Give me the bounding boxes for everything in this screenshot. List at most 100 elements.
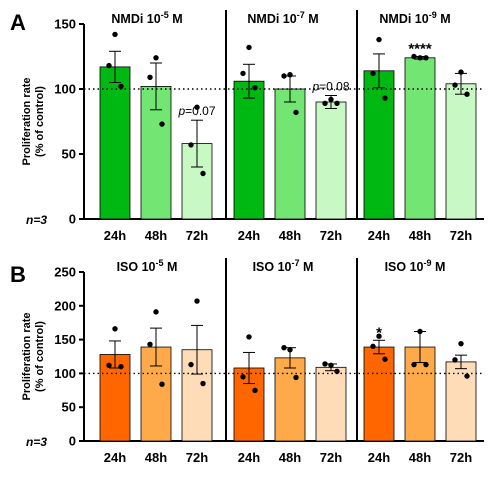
data-point <box>159 381 165 387</box>
p-symbol: p <box>177 104 185 118</box>
bar <box>99 66 131 220</box>
group-title-exponent: -5 <box>161 10 169 20</box>
group-title-exponent: -5 <box>156 258 164 268</box>
data-point <box>423 361 429 368</box>
group-title: NMDi 10-7 M <box>247 10 318 26</box>
data-point <box>452 82 458 88</box>
group-1 <box>99 298 213 442</box>
data-point <box>411 361 417 368</box>
x-tick-label: 72h <box>320 450 342 465</box>
x-tick-label: 72h <box>450 228 472 243</box>
data-point <box>328 96 334 103</box>
group-title-unit: M <box>305 12 319 26</box>
x-tick-label: 24h <box>238 228 260 243</box>
data-point <box>334 368 340 375</box>
panel-letter: B <box>10 262 26 287</box>
group-title-unit: M <box>300 260 314 274</box>
p-value: =0.08 <box>319 80 350 94</box>
x-tick-label: 48h <box>145 450 167 465</box>
data-point <box>118 363 124 370</box>
x-tick-label: 48h <box>279 450 301 465</box>
group-3: * <box>363 324 477 442</box>
group-title-unit: M <box>164 260 178 274</box>
group-title-exponent: -9 <box>429 10 437 20</box>
x-tick-label: 24h <box>238 450 260 465</box>
y-axis-label-line: Proliferation rate <box>21 77 33 165</box>
bar <box>99 354 131 442</box>
bar <box>363 346 395 442</box>
data-point <box>423 55 429 61</box>
x-tick-label: 24h <box>104 450 126 465</box>
x-tick-label: 72h <box>186 228 208 243</box>
y-tick-label: 50 <box>62 147 76 162</box>
group-title-exponent: -9 <box>424 258 432 268</box>
panel-letter: A <box>10 10 26 35</box>
group-title-base: ISO 10 <box>253 260 292 274</box>
y-tick-label: 0 <box>69 434 76 449</box>
group-title-unit: M <box>437 12 451 26</box>
bar <box>445 361 477 442</box>
y-tick-label: 100 <box>54 82 76 97</box>
bar <box>315 101 347 220</box>
p-symbol: p <box>311 80 319 94</box>
data-point <box>106 362 112 368</box>
bar <box>315 366 347 442</box>
data-point <box>322 361 328 367</box>
data-point <box>153 309 159 315</box>
y-tick-label: 100 <box>54 366 76 381</box>
data-point <box>200 380 206 387</box>
group-title-unit: M <box>432 260 446 274</box>
data-point <box>293 109 299 116</box>
group-title-unit: M <box>169 12 183 26</box>
bar <box>233 80 265 220</box>
bar <box>274 88 306 220</box>
group-title-exponent: -7 <box>297 10 305 20</box>
significance-stars: **** <box>408 41 432 58</box>
group-title: NMDi 10-5 M <box>111 10 182 26</box>
data-point <box>287 72 293 78</box>
data-point <box>147 74 153 81</box>
data-point <box>188 142 194 148</box>
data-point <box>328 362 334 368</box>
data-point <box>106 62 112 69</box>
data-point <box>112 326 118 332</box>
data-point <box>382 356 388 362</box>
data-point <box>464 91 470 97</box>
x-tick-label: 48h <box>409 450 431 465</box>
y-tick-label: 150 <box>54 17 76 32</box>
group-title-exponent: -7 <box>292 258 300 268</box>
group-title-base: ISO 10 <box>117 260 156 274</box>
x-tick-label: 48h <box>409 228 431 243</box>
data-point <box>153 55 159 61</box>
data-point <box>452 357 458 363</box>
panel-a: A Proliferation rate(% of control) 0 50 100 1… <box>10 10 484 243</box>
data-point <box>370 70 376 77</box>
bar <box>445 83 477 220</box>
y-tick-label: 250 <box>54 265 76 280</box>
data-point <box>417 328 423 335</box>
data-point <box>246 44 252 51</box>
p-value-annotation: p=0.08 <box>311 80 349 94</box>
group-title-base: NMDi 10 <box>247 12 296 26</box>
data-point <box>252 387 258 393</box>
y-axis-label-line: Proliferation rate <box>21 312 33 400</box>
group-1: p=0.07 <box>99 31 216 220</box>
panel-b: B Proliferation rate(% of control) 0 50 100 1… <box>10 258 484 465</box>
x-tick-label: 24h <box>368 450 390 465</box>
data-point <box>281 73 287 79</box>
group-title-base: NMDi 10 <box>379 12 428 26</box>
bar <box>274 357 306 442</box>
data-point <box>287 347 293 353</box>
n-label: n=3 <box>26 213 47 227</box>
group-2: p=0.08 <box>233 44 350 220</box>
data-point <box>200 170 206 177</box>
bar <box>363 70 395 220</box>
data-point <box>240 70 246 77</box>
data-point <box>194 104 200 110</box>
y-tick-label: 150 <box>54 332 76 347</box>
data-point <box>194 298 200 304</box>
data-point <box>322 100 328 107</box>
group-3: **** <box>363 36 477 220</box>
group-title: ISO 10-9 M <box>385 258 446 274</box>
group-title-base: NMDi 10 <box>111 12 160 26</box>
